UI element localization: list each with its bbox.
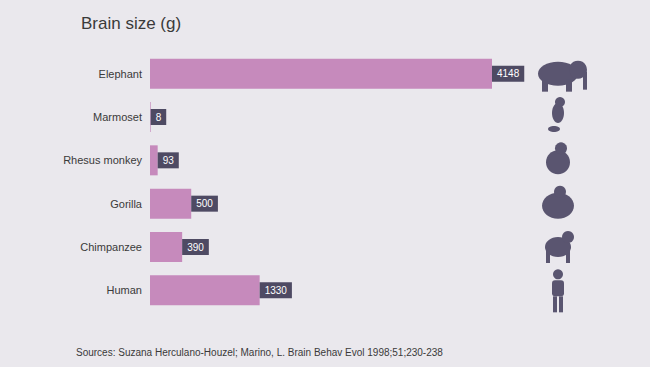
svg-text:Rhesus monkey: Rhesus monkey (63, 154, 142, 166)
svg-text:1330: 1330 (265, 285, 288, 296)
svg-text:500: 500 (196, 198, 213, 209)
svg-text:Gorilla: Gorilla (110, 198, 143, 210)
svg-text:Marmoset: Marmoset (93, 111, 142, 123)
svg-text:Chimpanzee: Chimpanzee (80, 241, 142, 253)
svg-text:390: 390 (187, 242, 204, 253)
svg-text:93: 93 (163, 155, 175, 166)
svg-text:Brain size (g): Brain size (g) (81, 14, 181, 33)
svg-text:8: 8 (156, 112, 162, 123)
svg-text:Human: Human (107, 284, 142, 296)
svg-text:4148: 4148 (497, 68, 520, 79)
svg-text:Elephant: Elephant (99, 68, 142, 80)
svg-text:Sources: Suzana Herculano-Houz: Sources: Suzana Herculano-Houzel; Marino… (76, 347, 443, 358)
